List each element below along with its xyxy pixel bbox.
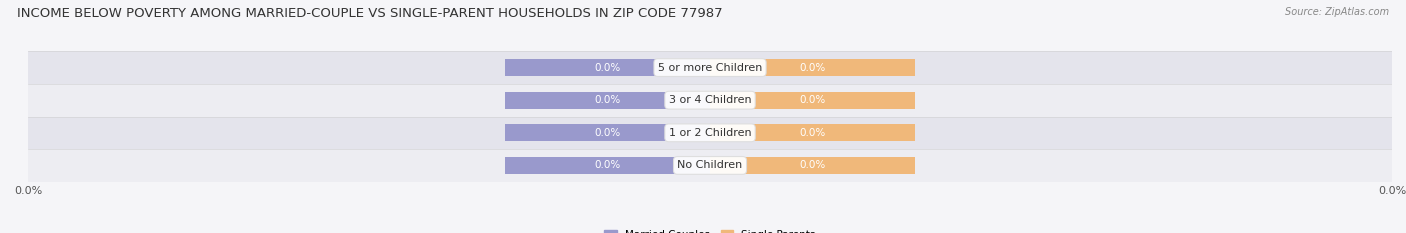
Bar [28,149,1392,182]
Text: 0.0%: 0.0% [799,128,825,138]
Legend: Married Couples, Single Parents: Married Couples, Single Parents [600,226,820,233]
Text: Source: ZipAtlas.com: Source: ZipAtlas.com [1285,7,1389,17]
Bar [710,124,915,141]
Bar [28,84,1392,116]
Text: 3 or 4 Children: 3 or 4 Children [669,95,751,105]
Bar [506,124,710,141]
Bar [28,51,1392,84]
Bar [710,157,915,174]
Bar [506,157,710,174]
Bar [710,92,915,109]
Text: 0.0%: 0.0% [799,95,825,105]
Bar [506,59,710,76]
Bar [506,92,710,109]
Text: 0.0%: 0.0% [799,63,825,72]
Text: 0.0%: 0.0% [595,95,621,105]
Text: 0.0%: 0.0% [595,128,621,138]
Bar [710,59,915,76]
Bar [28,116,1392,149]
Text: 0.0%: 0.0% [799,161,825,170]
Text: No Children: No Children [678,161,742,170]
Text: 1 or 2 Children: 1 or 2 Children [669,128,751,138]
Text: 5 or more Children: 5 or more Children [658,63,762,72]
Text: 0.0%: 0.0% [595,63,621,72]
Text: INCOME BELOW POVERTY AMONG MARRIED-COUPLE VS SINGLE-PARENT HOUSEHOLDS IN ZIP COD: INCOME BELOW POVERTY AMONG MARRIED-COUPL… [17,7,723,20]
Text: 0.0%: 0.0% [595,161,621,170]
